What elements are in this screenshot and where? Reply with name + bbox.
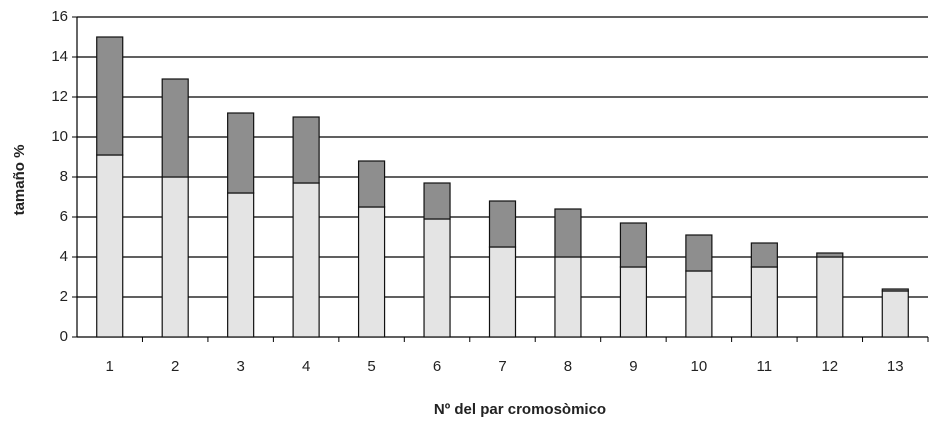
bar-segment [816,256,844,338]
bar-segment [816,252,844,258]
bar-segment [161,176,189,338]
x-axis-title: Nº del par cromosòmico [434,401,606,418]
y-tick-label: 14 [51,48,68,65]
x-tick-label: 7 [498,358,506,375]
bar-segment [227,112,255,194]
bar-segment [881,290,909,338]
bar-segment [488,246,517,338]
y-axis-title: tamaño % [11,145,28,216]
x-tick-label: 6 [433,358,441,375]
x-tick-label: 9 [629,358,637,375]
bar-segment [554,208,582,258]
bar-segment [685,234,713,272]
bar-segment [161,78,189,178]
bar-segment [423,182,451,220]
bar-segment [292,182,320,338]
x-tick-label: 12 [821,358,838,375]
y-tick-label: 2 [60,288,68,305]
bar-segment [685,270,713,338]
bar-segment [96,36,124,156]
bar-segment [357,206,386,338]
bar-segment [881,288,909,292]
x-tick-label: 4 [302,358,310,375]
y-tick-label: 8 [60,168,68,185]
bar-segment [488,200,517,248]
x-tick-label: 5 [367,358,375,375]
y-tick-label: 16 [51,8,68,25]
x-tick-label: 2 [171,358,179,375]
x-tick-label: 1 [106,358,114,375]
bar-segment [292,116,320,184]
y-tick-label: 6 [60,208,68,225]
bar-segment [619,222,648,268]
y-tick-label: 4 [60,248,68,265]
x-tick-label: 3 [236,358,244,375]
bar-segment [423,218,451,338]
x-tick-label: 8 [564,358,572,375]
bar-segment [227,192,255,338]
y-tick-label: 0 [60,328,68,345]
bar-segment [750,266,778,338]
y-tick-label: 10 [51,128,68,145]
x-tick-label: 13 [887,358,904,375]
x-tick-label: 10 [691,358,708,375]
bar-segment [750,242,778,268]
x-tick-label: 11 [757,358,773,375]
bar-segment [554,256,582,338]
bar-segment [619,266,648,338]
bar-segment [357,160,386,208]
y-tick-label: 12 [51,88,68,105]
bar-segment [96,154,124,338]
